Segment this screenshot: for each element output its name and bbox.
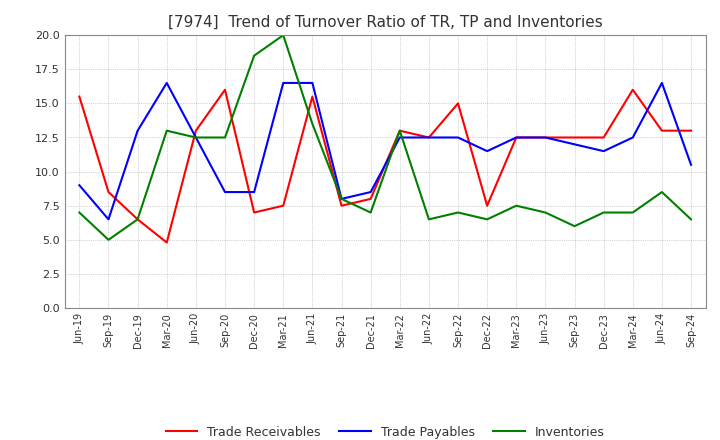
Inventories bbox=[541, 210, 550, 215]
Inventories bbox=[425, 216, 433, 222]
Inventories bbox=[366, 210, 375, 215]
Trade Receivables bbox=[687, 128, 696, 133]
Trade Payables bbox=[220, 189, 229, 194]
Trade Receivables bbox=[657, 128, 666, 133]
Trade Payables bbox=[337, 196, 346, 202]
Inventories bbox=[133, 216, 142, 222]
Trade Payables bbox=[512, 135, 521, 140]
Trade Receivables bbox=[104, 189, 113, 194]
Trade Payables bbox=[454, 135, 462, 140]
Trade Receivables bbox=[75, 94, 84, 99]
Inventories bbox=[308, 121, 317, 127]
Inventories bbox=[163, 128, 171, 133]
Line: Inventories: Inventories bbox=[79, 35, 691, 240]
Inventories bbox=[483, 216, 492, 222]
Trade Payables bbox=[75, 183, 84, 188]
Trade Receivables bbox=[192, 128, 200, 133]
Trade Receivables bbox=[250, 210, 258, 215]
Trade Receivables bbox=[570, 135, 579, 140]
Trade Payables bbox=[279, 80, 287, 85]
Trade Receivables bbox=[220, 87, 229, 92]
Inventories bbox=[279, 33, 287, 38]
Inventories bbox=[687, 216, 696, 222]
Trade Payables bbox=[104, 216, 113, 222]
Trade Receivables bbox=[308, 94, 317, 99]
Inventories bbox=[75, 210, 84, 215]
Trade Payables bbox=[133, 128, 142, 133]
Inventories bbox=[337, 196, 346, 202]
Trade Payables bbox=[687, 162, 696, 167]
Trade Receivables bbox=[599, 135, 608, 140]
Trade Receivables bbox=[133, 216, 142, 222]
Trade Receivables bbox=[454, 101, 462, 106]
Trade Receivables bbox=[163, 240, 171, 245]
Trade Payables bbox=[541, 135, 550, 140]
Trade Payables bbox=[629, 135, 637, 140]
Line: Trade Receivables: Trade Receivables bbox=[79, 90, 691, 242]
Inventories bbox=[657, 189, 666, 194]
Inventories bbox=[395, 128, 404, 133]
Trade Receivables bbox=[425, 135, 433, 140]
Trade Payables bbox=[163, 80, 171, 85]
Trade Payables bbox=[395, 135, 404, 140]
Inventories bbox=[512, 203, 521, 209]
Title: [7974]  Trend of Turnover Ratio of TR, TP and Inventories: [7974] Trend of Turnover Ratio of TR, TP… bbox=[168, 15, 603, 30]
Inventories bbox=[104, 237, 113, 242]
Trade Receivables bbox=[279, 203, 287, 209]
Trade Payables bbox=[250, 189, 258, 194]
Legend: Trade Receivables, Trade Payables, Inventories: Trade Receivables, Trade Payables, Inven… bbox=[161, 421, 610, 440]
Inventories bbox=[599, 210, 608, 215]
Trade Receivables bbox=[629, 87, 637, 92]
Trade Payables bbox=[483, 149, 492, 154]
Trade Receivables bbox=[541, 135, 550, 140]
Trade Payables bbox=[425, 135, 433, 140]
Trade Payables bbox=[366, 189, 375, 194]
Trade Payables bbox=[599, 149, 608, 154]
Inventories bbox=[192, 135, 200, 140]
Trade Receivables bbox=[337, 203, 346, 209]
Trade Payables bbox=[657, 80, 666, 85]
Inventories bbox=[629, 210, 637, 215]
Line: Trade Payables: Trade Payables bbox=[79, 83, 691, 219]
Trade Receivables bbox=[512, 135, 521, 140]
Trade Receivables bbox=[483, 203, 492, 209]
Inventories bbox=[250, 53, 258, 58]
Trade Payables bbox=[570, 142, 579, 147]
Trade Payables bbox=[308, 80, 317, 85]
Trade Payables bbox=[192, 135, 200, 140]
Inventories bbox=[454, 210, 462, 215]
Trade Receivables bbox=[395, 128, 404, 133]
Trade Receivables bbox=[366, 196, 375, 202]
Inventories bbox=[570, 224, 579, 229]
Inventories bbox=[220, 135, 229, 140]
